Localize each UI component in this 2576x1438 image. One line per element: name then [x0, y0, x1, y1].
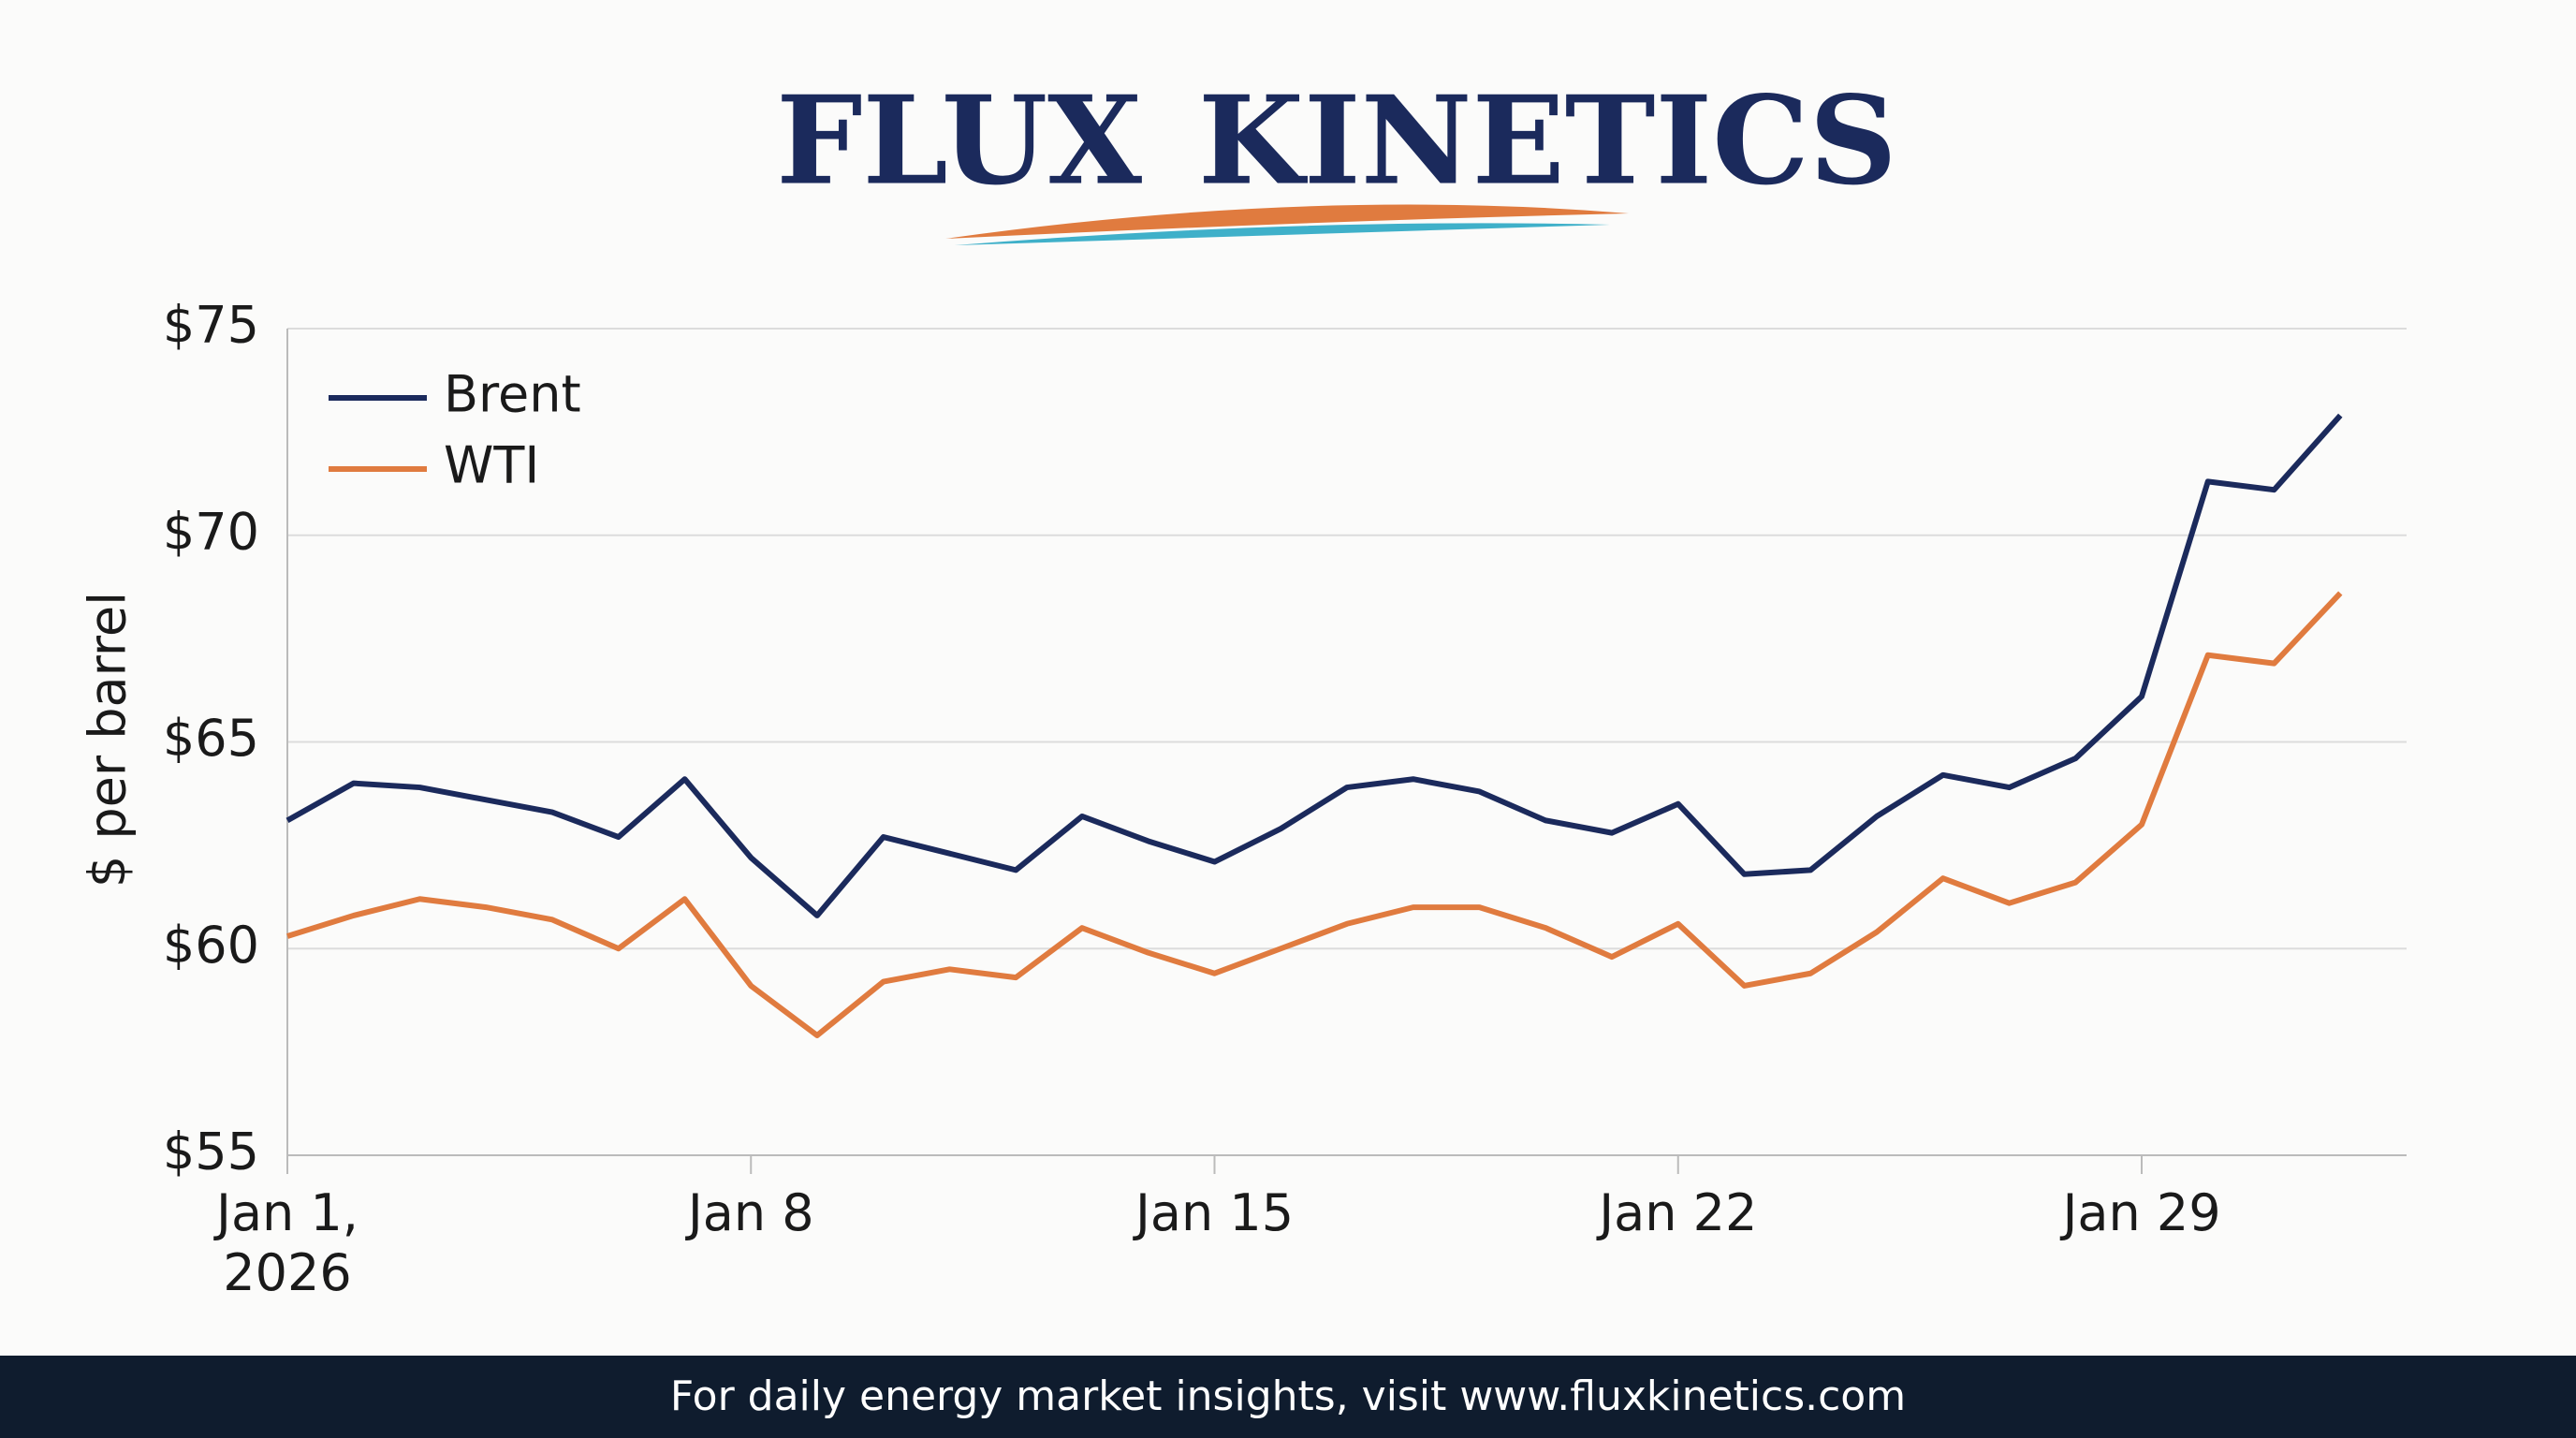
y-axis-label: $ per barrel	[79, 592, 138, 888]
legend-label: WTI	[444, 436, 539, 495]
chart: FLUX KINETICS $ per barrel $55 $60 $65 $70 $…	[79, 69, 2407, 1181]
line-series	[286, 591, 2343, 1038]
legend-label: Brent	[444, 365, 581, 424]
x-tick-label: Jan 22	[1599, 1183, 1758, 1242]
footer: For daily energy market insights, visit …	[0, 1356, 2576, 1438]
y-tick-label: $70	[163, 502, 259, 561]
line-series	[285, 413, 2343, 918]
x-tick-label: Jan 1, 2026	[216, 1183, 359, 1302]
y-tick-label: $65	[163, 709, 259, 768]
y-tick-label: $60	[163, 916, 259, 975]
x-tick-label: Jan 15	[1134, 1183, 1295, 1242]
y-tick-label: $75	[163, 296, 259, 355]
logo-swoosh	[955, 223, 1610, 245]
x-tick-label: Jan 29	[2062, 1183, 2221, 1242]
logo-word: KINETICS	[1198, 69, 1897, 213]
logo-swoosh	[945, 204, 1629, 239]
logo-word: FLUX	[776, 69, 1142, 213]
y-tick-label: $55	[163, 1123, 259, 1181]
x-tick-label: Jan 8	[687, 1183, 814, 1242]
